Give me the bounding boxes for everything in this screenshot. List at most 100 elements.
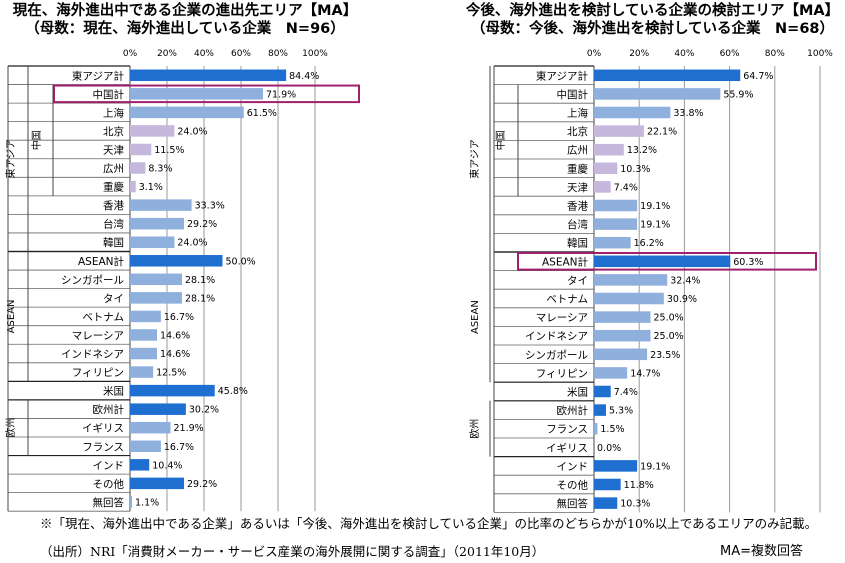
category-label: イギリス bbox=[546, 442, 588, 454]
category-label: 東アジア計 bbox=[536, 69, 589, 82]
bar-value-label: 61.5% bbox=[247, 108, 277, 119]
group-label: 東アジア bbox=[4, 139, 17, 179]
bar-value-label: 16.7% bbox=[164, 442, 194, 453]
bar-value-label: 14.6% bbox=[160, 349, 190, 360]
category-label: 上海 bbox=[103, 106, 124, 119]
bar bbox=[594, 292, 664, 305]
highlight-box bbox=[53, 84, 360, 104]
bar bbox=[130, 366, 154, 378]
bar bbox=[130, 421, 171, 434]
bar bbox=[594, 106, 671, 119]
category-label: インドネシア bbox=[61, 349, 124, 361]
bar-value-label: 0.0% bbox=[597, 443, 621, 454]
bar-value-label: 30.9% bbox=[667, 294, 697, 305]
bar bbox=[130, 329, 158, 341]
category-label: 香港 bbox=[567, 201, 588, 213]
x-tick-label: 80% bbox=[268, 49, 288, 59]
bar bbox=[130, 88, 264, 100]
category-label: ASEAN計 bbox=[542, 255, 589, 268]
bar bbox=[594, 404, 606, 416]
category-label: 重慶 bbox=[103, 181, 124, 194]
right-chart-panel: 今後、海外進出を検討している企業の検討エリア【MA】 （母数：今後、海外進出を検… bbox=[466, 0, 845, 513]
group-label: 欧州 bbox=[5, 418, 17, 438]
bar-value-label: 33.8% bbox=[673, 108, 703, 119]
x-tick-label: 100% bbox=[807, 49, 833, 59]
category-label: タイ bbox=[567, 275, 588, 287]
bar-value-label: 14.7% bbox=[630, 368, 660, 379]
bar bbox=[594, 88, 721, 100]
bar-value-label: 50.0% bbox=[226, 256, 256, 267]
group-label: 中国 bbox=[494, 130, 507, 150]
bar bbox=[594, 236, 631, 249]
x-tick-label: 60% bbox=[231, 49, 251, 59]
bar-value-label: 10.4% bbox=[152, 460, 182, 471]
bar-value-label: 16.7% bbox=[164, 312, 194, 323]
bar-value-label: 24.0% bbox=[177, 126, 207, 137]
category-label: 欧州計 bbox=[557, 404, 589, 417]
category-label: 米国 bbox=[567, 386, 588, 399]
x-tick-label: 0% bbox=[587, 49, 602, 59]
bar bbox=[130, 125, 175, 137]
bar-value-label: 1.5% bbox=[600, 424, 624, 435]
category-label: フランス bbox=[82, 441, 124, 453]
bar-value-label: 25.0% bbox=[654, 313, 684, 324]
group-label: 中国 bbox=[30, 130, 43, 150]
bar bbox=[594, 199, 638, 212]
category-label: 天津 bbox=[103, 144, 124, 156]
category-label: 北京 bbox=[103, 125, 124, 138]
bar-value-label: 29.2% bbox=[187, 479, 217, 490]
bar-value-label: 55.9% bbox=[723, 89, 753, 100]
category-label: インドネシア bbox=[525, 331, 588, 343]
bar-value-label: 7.4% bbox=[614, 387, 638, 398]
category-label: 中国計 bbox=[557, 88, 589, 101]
bar bbox=[130, 440, 161, 453]
bar-value-label: 28.1% bbox=[185, 275, 215, 286]
x-tick-label: 0% bbox=[123, 49, 138, 59]
bar bbox=[594, 497, 618, 509]
bar bbox=[594, 329, 651, 342]
bar bbox=[130, 180, 136, 193]
bar bbox=[130, 459, 150, 471]
bar bbox=[130, 69, 287, 82]
bar bbox=[594, 255, 731, 268]
bar bbox=[594, 125, 644, 137]
category-label: タイ bbox=[103, 293, 124, 305]
bar bbox=[130, 347, 158, 360]
bar bbox=[594, 478, 621, 491]
x-tick-label: 100% bbox=[302, 49, 328, 59]
bar bbox=[130, 496, 133, 508]
right-bar-chart: 0% 20% 40% 60% 80% 100% 64.7% 東アジア計 55.9% 中国計 33.8… bbox=[468, 49, 833, 513]
bar bbox=[130, 199, 192, 211]
bar bbox=[130, 143, 152, 156]
group-label: ASEAN bbox=[6, 300, 17, 334]
bar-value-label: 1.1% bbox=[135, 497, 159, 508]
bar-value-label: 11.5% bbox=[154, 145, 184, 156]
category-label: ベトナム bbox=[546, 294, 588, 306]
bar-value-label: 16.2% bbox=[634, 238, 664, 249]
bar-value-label: 8.3% bbox=[148, 164, 172, 175]
category-label: インド bbox=[557, 461, 589, 473]
category-label: シンガポール bbox=[525, 349, 588, 361]
bar-value-label: 25.0% bbox=[654, 331, 684, 342]
category-label: 広州 bbox=[567, 144, 588, 157]
category-label: 上海 bbox=[567, 107, 588, 120]
highlight-box bbox=[517, 252, 817, 271]
left-chart-subtitle: （母数：現在、海外進出している企業 N=96） bbox=[25, 21, 345, 37]
category-label: フィリピン bbox=[536, 368, 588, 380]
bar bbox=[130, 477, 185, 490]
bar-value-label: 33.3% bbox=[195, 201, 225, 212]
category-label: 無回答 bbox=[557, 497, 589, 510]
category-label: シンガポール bbox=[61, 274, 124, 286]
bar-value-label: 7.4% bbox=[614, 182, 638, 193]
bar bbox=[594, 162, 618, 175]
bar bbox=[594, 274, 668, 286]
x-tick-label: 40% bbox=[674, 49, 694, 59]
bar-value-label: 23.5% bbox=[650, 350, 680, 361]
bar bbox=[594, 422, 598, 435]
bar-value-label: 28.1% bbox=[185, 293, 215, 304]
bar bbox=[594, 181, 611, 193]
category-label: フランス bbox=[546, 424, 588, 436]
footnote: ※「現在、海外進出中である企業」あるいは「今後、海外進出を検討している企業」の比… bbox=[40, 516, 818, 531]
bar-value-label: 13.2% bbox=[627, 145, 657, 156]
bar bbox=[130, 236, 175, 248]
